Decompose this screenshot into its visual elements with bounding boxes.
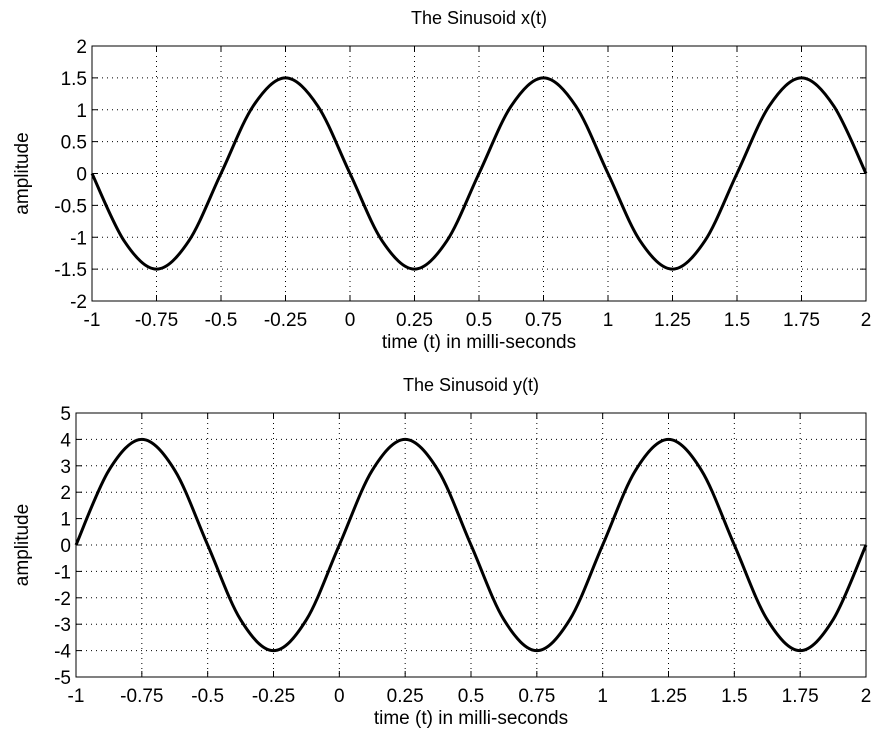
x-tick-label: 0.5 <box>466 310 492 331</box>
x-tick-label: -0.25 <box>252 686 295 707</box>
chart-y-sinusoid: -1 -0.75 -0.5 -0.25 0 0.25 0.5 0.75 1 1.25 1.5 1.75… <box>12 375 871 729</box>
x-tick-label: 0.75 <box>518 686 555 707</box>
y-tick-label: 3 <box>60 457 71 478</box>
y-tick-label: -0.5 <box>54 196 87 217</box>
x-tick-label: 0.75 <box>525 310 562 331</box>
chart-title: The Sinusoid y(t) <box>403 375 539 395</box>
x-tick-label: 1.5 <box>721 686 747 707</box>
y-tick-label: 5 <box>60 404 71 425</box>
chart-title: The Sinusoid x(t) <box>411 8 547 28</box>
series-line-0-0 <box>90 76 868 271</box>
x-tick-label: 1.25 <box>654 310 691 331</box>
x-tick-label: -0.75 <box>120 686 163 707</box>
x-tick-label: -0.5 <box>205 310 238 331</box>
y-tick-label: 2 <box>60 483 71 504</box>
x-tick-label: 1.75 <box>782 686 819 707</box>
x-tick-label: 1 <box>603 310 614 331</box>
y-tick-label: -4 <box>54 642 71 663</box>
y-tick-label: 4 <box>60 430 71 451</box>
x-tick-label: -0.5 <box>191 686 224 707</box>
x-tick-label: -0.25 <box>264 310 307 331</box>
x-tick-label: -1 <box>84 310 101 331</box>
y-tick-label: -1.5 <box>54 260 87 281</box>
y-axis-label: amplitude <box>12 132 33 214</box>
y-tick-label: -1 <box>70 228 87 249</box>
x-tick-label: 0.5 <box>458 686 484 707</box>
y-tick-label: 1.5 <box>61 69 87 90</box>
x-tick-label: 2 <box>861 686 872 707</box>
y-tick-label: 1 <box>60 510 71 531</box>
y-tick-label: 0.5 <box>61 133 87 154</box>
x-tick-label: 2 <box>861 310 872 331</box>
y-axis-label: amplitude <box>12 504 33 586</box>
y-tick-label: 1 <box>76 101 87 122</box>
y-tick-label: 2 <box>76 37 87 58</box>
x-tick-label: 1 <box>597 686 608 707</box>
x-tick-label: -1 <box>68 686 85 707</box>
y-tick-label: -3 <box>54 615 71 636</box>
x-tick-label: 1.75 <box>783 310 820 331</box>
x-tick-label: 1.5 <box>724 310 750 331</box>
x-tick-label: 1.25 <box>650 686 687 707</box>
x-tick-label: 0 <box>345 310 356 331</box>
x-tick-label: 0.25 <box>396 310 433 331</box>
x-tick-label: 0 <box>334 686 345 707</box>
y-tick-label: 0 <box>76 165 87 186</box>
chart-x-sinusoid: -1 -0.75 -0.5 -0.25 0 0.25 0.5 0.75 1 1.25 1.5 1.75… <box>12 8 871 353</box>
y-tick-label: -5 <box>54 668 71 689</box>
y-tick-label: 0 <box>60 536 71 557</box>
y-tick-label: -2 <box>54 589 71 610</box>
y-tick-label: -2 <box>70 292 87 313</box>
series-line-1-0 <box>74 437 868 653</box>
x-tick-label: 0.25 <box>387 686 424 707</box>
x-axis-label: time (t) in milli-seconds <box>374 708 568 729</box>
x-tick-label: -0.75 <box>135 310 178 331</box>
y-tick-label: -1 <box>54 562 71 583</box>
x-axis-label: time (t) in milli-seconds <box>382 332 576 353</box>
